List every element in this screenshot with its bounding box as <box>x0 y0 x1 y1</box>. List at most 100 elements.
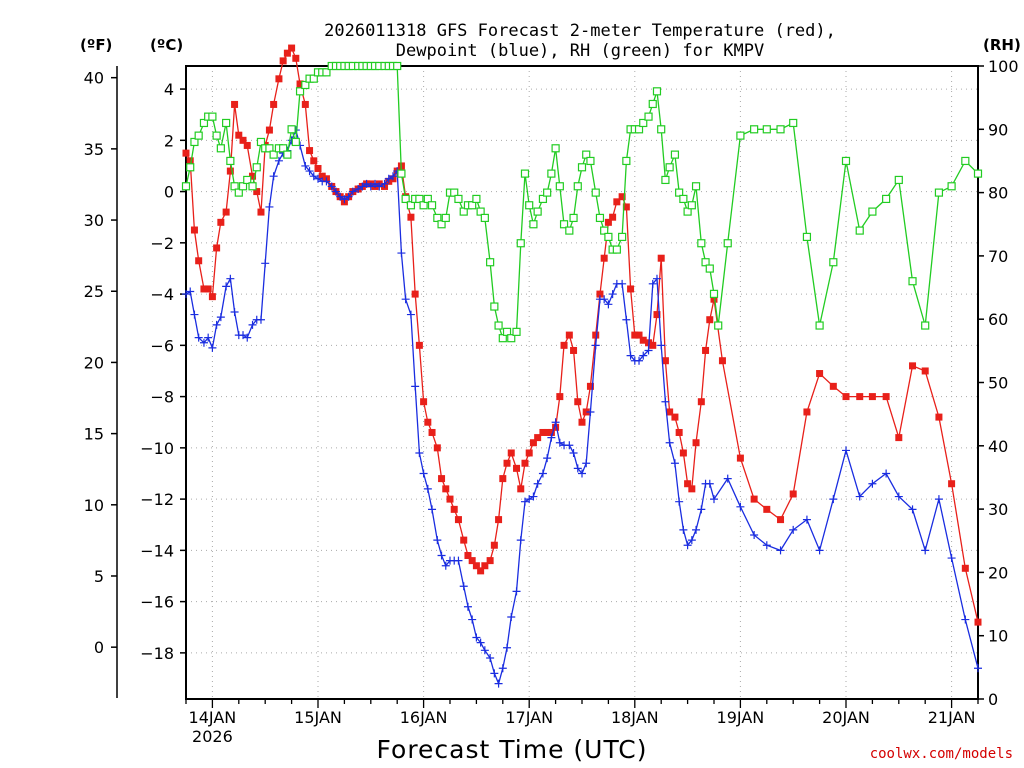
dewpoint-point <box>222 282 231 291</box>
temperature-point <box>314 165 322 173</box>
temperature-point <box>438 475 446 483</box>
credit-text: coolwx.com/models <box>870 746 1013 762</box>
dewpoint-point <box>600 295 609 304</box>
fahrenheit-axis: 40 35 30 25 20 15 10 5 0 <box>84 69 117 657</box>
rh-tick-label: 90 <box>988 120 1008 139</box>
rh-point <box>569 213 578 223</box>
dewpoint-point <box>494 679 503 688</box>
temperature-point <box>789 490 797 498</box>
dewpoint-point <box>428 505 437 514</box>
dewpoint-point <box>657 341 666 350</box>
rh-point <box>186 163 195 172</box>
rh-tick-label: 80 <box>988 184 1008 203</box>
rh-point <box>736 131 745 140</box>
temperature-point <box>200 285 208 293</box>
rh-point <box>472 194 481 204</box>
dewpoint-point <box>454 556 463 565</box>
rh-point <box>639 118 648 128</box>
rh-point <box>419 201 428 210</box>
rh-point <box>393 61 402 71</box>
dewpoint-point <box>194 333 203 342</box>
rh-point <box>697 239 706 248</box>
dewpoint-point <box>652 274 661 283</box>
temperature-point <box>513 464 521 472</box>
temperature-point <box>283 49 291 57</box>
temperature-point <box>534 434 542 442</box>
temperature-point <box>556 393 564 401</box>
celsius-tick-label: −4 <box>150 285 174 304</box>
rh-tick-label: 60 <box>988 310 1008 329</box>
rh-point <box>612 245 621 254</box>
dewpoint-point <box>182 290 190 299</box>
rh-point <box>559 220 569 229</box>
chart-title-line1: 2026011318 GFS Forecast 2-meter Temperat… <box>324 21 836 41</box>
temperature-point <box>543 428 551 436</box>
dewpoint-point <box>305 167 314 176</box>
dewpoint-point <box>459 582 468 591</box>
rh-point <box>644 112 653 121</box>
temperature-line <box>185 46 979 623</box>
rh-tick-label: 10 <box>988 627 1008 646</box>
rh-point <box>480 213 489 223</box>
temperature-point <box>235 131 243 139</box>
dewpoint-point <box>239 331 248 340</box>
temperature-point <box>226 167 234 175</box>
dewpoint-point <box>327 182 336 191</box>
dewpoint-point <box>208 343 217 352</box>
rh-point <box>287 125 296 134</box>
dewpoint-point <box>301 161 310 170</box>
dewpoint-point <box>683 541 692 550</box>
dewpoint-point <box>679 525 688 534</box>
rh-point <box>252 163 261 172</box>
celsius-tick-label: −14 <box>140 541 174 560</box>
temperature-point <box>204 285 212 293</box>
series-layer <box>181 44 983 688</box>
rh-point <box>595 213 605 223</box>
dewpoint-point <box>894 492 903 501</box>
series-temperature <box>182 44 982 626</box>
rh-point <box>868 207 877 216</box>
dewpoint-point <box>974 664 982 673</box>
fahrenheit-tick-label: 5 <box>94 567 104 586</box>
dewpoint-point <box>934 495 943 504</box>
rh-point <box>604 232 613 242</box>
rh-point <box>565 226 574 235</box>
rh-point <box>234 188 243 197</box>
rh-point <box>714 321 723 330</box>
dewpoint-point <box>520 497 529 506</box>
temperature-point <box>882 393 890 401</box>
rh-tick-label: 100 <box>988 57 1019 76</box>
temperature-point <box>186 157 194 165</box>
dewpoint-point <box>380 179 389 188</box>
rh-point <box>961 156 970 166</box>
dewpoint-point <box>256 315 265 324</box>
fahrenheit-tick-label: 35 <box>84 140 104 159</box>
dewpoint-point <box>736 502 745 511</box>
rh-point <box>283 150 292 159</box>
rh-point <box>921 321 930 330</box>
dewpoint-point <box>401 295 410 304</box>
rh-point <box>670 150 680 159</box>
temperature-point <box>649 341 657 349</box>
temperature-point <box>249 172 257 180</box>
rh-point <box>248 182 257 191</box>
dewpoint-point <box>322 177 331 186</box>
temperature-point <box>842 393 850 401</box>
celsius-tick-label: −2 <box>150 234 174 253</box>
dewpoint-point <box>190 310 199 319</box>
dewpoint-point <box>555 438 564 447</box>
celsius-tick-label: −10 <box>140 439 174 458</box>
dewpoint-point <box>468 615 477 624</box>
rh-point <box>194 131 203 140</box>
dewpoint-point <box>212 320 221 329</box>
rh-point <box>776 125 785 134</box>
rh-point <box>841 156 851 166</box>
temperature-point <box>675 428 683 436</box>
dewpoint-point <box>533 479 542 488</box>
dewpoint-point <box>573 464 582 473</box>
dewpoint-point <box>358 182 367 191</box>
time-tick-label: 14JAN <box>189 708 237 727</box>
